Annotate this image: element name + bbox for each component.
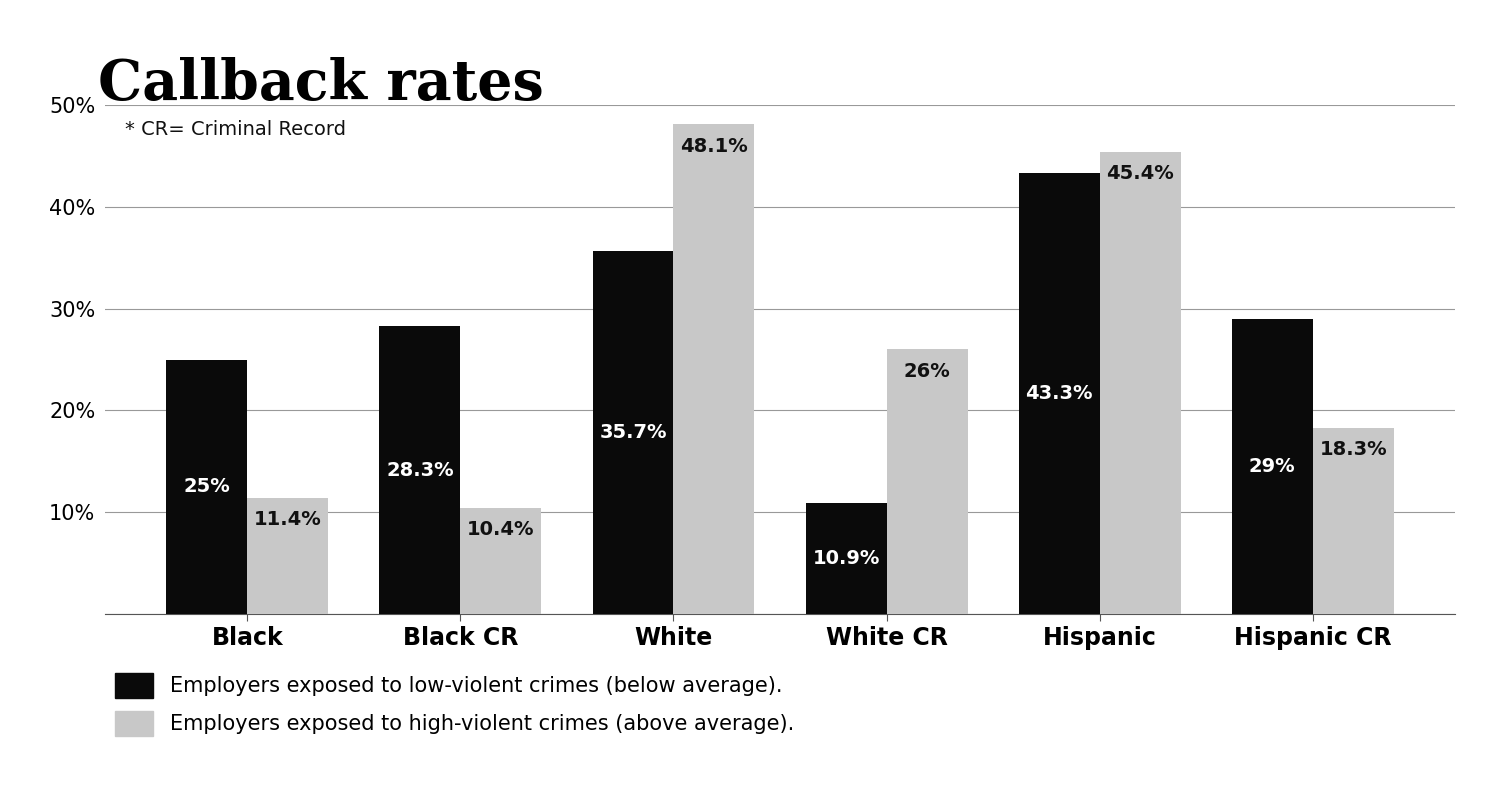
Text: 11.4%: 11.4%	[254, 510, 321, 529]
Text: 10.9%: 10.9%	[813, 549, 879, 568]
Bar	[460, 508, 542, 614]
Text: 43.3%: 43.3%	[1026, 384, 1094, 403]
Bar	[1312, 427, 1394, 614]
Text: 35.7%: 35.7%	[598, 423, 666, 442]
Text: 26%: 26%	[903, 362, 951, 381]
Bar	[380, 326, 460, 614]
Text: 29%: 29%	[1250, 457, 1296, 476]
Bar	[1100, 152, 1180, 614]
Bar	[592, 250, 674, 614]
Bar	[166, 360, 248, 614]
Bar	[886, 349, 968, 614]
Legend: Employers exposed to low-violent crimes (below average)., Employers exposed to h: Employers exposed to low-violent crimes …	[116, 673, 794, 736]
Bar	[1019, 173, 1100, 614]
Text: * CR= Criminal Record: * CR= Criminal Record	[126, 120, 347, 139]
Bar	[674, 124, 754, 614]
Text: 10.4%: 10.4%	[466, 520, 534, 540]
Bar	[248, 498, 328, 614]
Text: 48.1%: 48.1%	[680, 137, 748, 156]
Text: 25%: 25%	[183, 478, 230, 496]
Text: 28.3%: 28.3%	[386, 461, 453, 479]
Bar	[1232, 319, 1312, 614]
Text: Callback rates: Callback rates	[98, 57, 543, 112]
Text: 18.3%: 18.3%	[1320, 440, 1388, 459]
Text: 45.4%: 45.4%	[1106, 164, 1174, 183]
Bar	[806, 503, 886, 614]
